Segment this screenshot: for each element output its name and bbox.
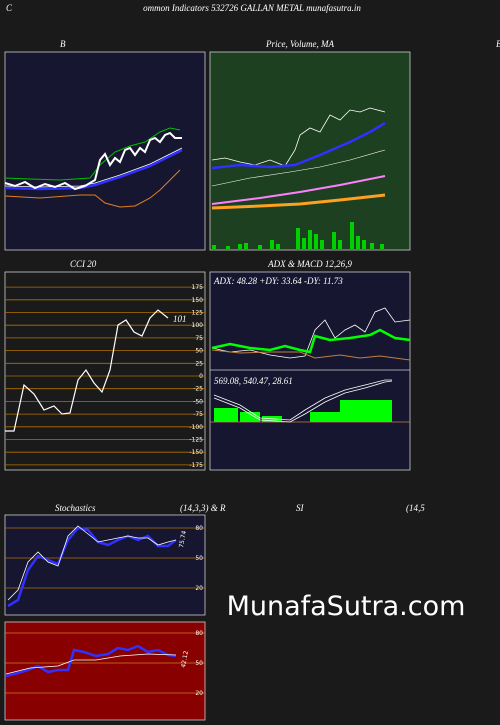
tick-label: 150 <box>192 297 204 304</box>
value-label: 75.74 <box>178 530 188 548</box>
tick-label: 50 <box>195 348 203 355</box>
panel-title: Price, Volume, MA <box>265 39 334 49</box>
stoch-d <box>7 525 177 601</box>
panel-title: CCI 20 <box>70 259 97 269</box>
tick-label: 175 <box>192 284 204 291</box>
tick-label: 20 <box>195 690 203 697</box>
tick-label: -75 <box>193 411 203 418</box>
longer-ma <box>211 193 386 210</box>
short-ma <box>211 121 386 170</box>
tick-label: 25 <box>195 360 203 367</box>
upper-band <box>4 127 181 181</box>
tick-label: 20 <box>195 585 203 592</box>
rsi-average <box>5 653 177 675</box>
header-title: ommon Indicators 532726 GALLAN METAL mun… <box>143 3 361 13</box>
tick-label: 125 <box>192 310 204 317</box>
lower-band <box>4 169 181 208</box>
panel-title: Stochastics <box>55 503 96 513</box>
panel-title: B <box>60 39 66 49</box>
panel-title: ADX & MACD 12,26,9 <box>267 259 352 269</box>
panel-params: (14,3,3) & R <box>180 503 226 513</box>
minus-dy <box>211 349 411 361</box>
panel <box>209 51 411 251</box>
signal-line <box>213 380 393 423</box>
tick-label: 100 <box>192 322 204 329</box>
tick-label: -150 <box>189 449 203 456</box>
macd-text: 569.08, 540.47, 28.61 <box>214 376 293 386</box>
value-label: 101 <box>173 314 187 324</box>
panel <box>4 271 206 471</box>
tick-label: -100 <box>189 424 203 431</box>
panel-title: SI <box>296 503 305 513</box>
adx-text: ADX: 48.28 +DY: 33.64 -DY: 11.73 <box>213 276 343 286</box>
tick-label: 0 <box>199 373 203 380</box>
panel <box>209 271 411 471</box>
macd-line <box>213 379 392 421</box>
tick-label: -25 <box>193 386 203 393</box>
tick-label: 80 <box>195 630 203 637</box>
adx-line <box>211 328 411 354</box>
macd-histogram <box>214 400 392 422</box>
cci-line <box>5 309 169 432</box>
mid-ma <box>211 149 386 187</box>
panel <box>4 621 206 721</box>
stoch-k <box>7 526 177 608</box>
tick-label: 50 <box>195 660 203 667</box>
tick-label: 50 <box>195 555 203 562</box>
middle-band <box>4 148 183 191</box>
panel <box>4 514 206 616</box>
tick-label: -175 <box>189 462 203 469</box>
tick-label: 75 <box>195 335 203 342</box>
price-line <box>211 107 386 167</box>
edge-label: B <box>496 39 500 49</box>
value-label: 42.12 <box>180 650 190 668</box>
volume-bars <box>212 222 384 249</box>
watermark: MunafaSutra.com <box>227 591 466 622</box>
long-ma <box>211 175 386 205</box>
panel-params: (14,5 <box>406 503 425 513</box>
header-prefix: C <box>6 3 13 13</box>
tick-label: 80 <box>195 525 203 532</box>
rsi-line <box>5 644 177 678</box>
tick-label: -50 <box>193 398 203 405</box>
panel <box>4 51 206 251</box>
price-line <box>4 131 182 191</box>
tick-label: -125 <box>189 437 203 444</box>
